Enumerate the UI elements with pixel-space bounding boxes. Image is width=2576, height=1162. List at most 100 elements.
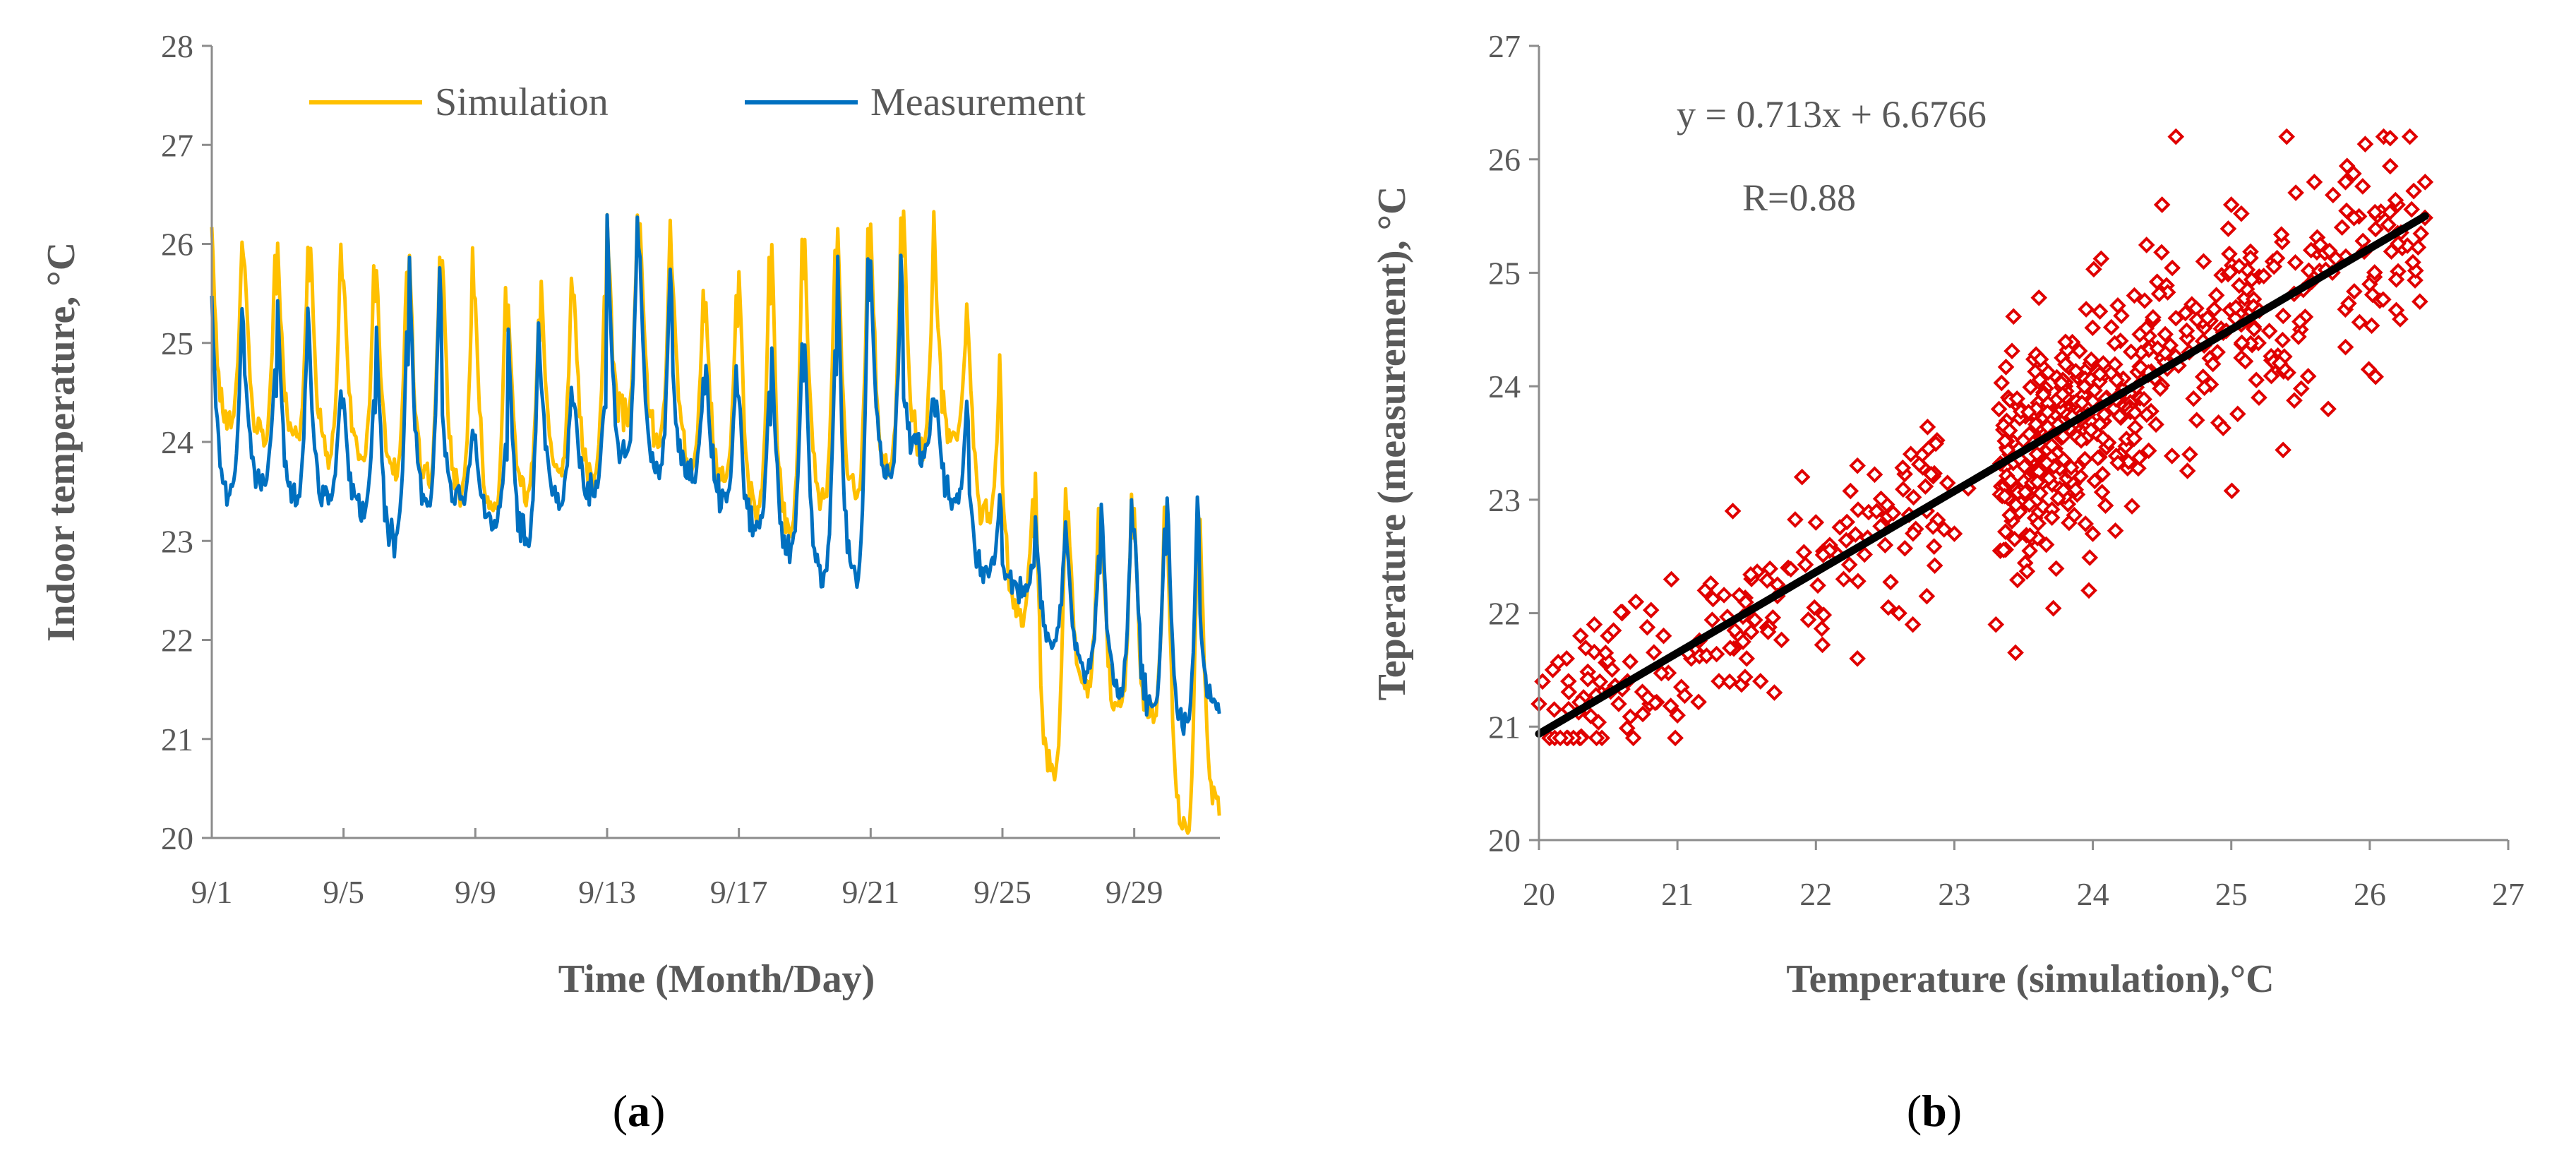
scatter-point	[2153, 244, 2170, 261]
chart-a-y-tick-label: 25	[161, 325, 193, 361]
scatter-point	[2222, 263, 2239, 281]
scatter-point	[2299, 368, 2317, 385]
scatter-point	[1669, 707, 1686, 724]
scatter-point	[2181, 445, 2198, 463]
scatter-point	[1545, 701, 1563, 718]
scatter-point	[1726, 622, 1744, 639]
scatter-point	[1799, 611, 1817, 628]
scatter-point	[2091, 366, 2109, 383]
scatter-point	[1997, 359, 2015, 376]
scatter-point	[2260, 323, 2278, 340]
chart-b-x-tick-label: 22	[1799, 876, 1832, 912]
scatter-point	[1627, 593, 1645, 611]
scatter-point	[2255, 268, 2272, 284]
scatter-point	[1880, 599, 1897, 616]
scatter-point	[2337, 338, 2354, 356]
scatter-point	[2008, 571, 2026, 589]
scatter-point	[2286, 392, 2303, 409]
scatter-point	[1922, 465, 1940, 483]
scatter-point	[1597, 645, 1615, 661]
scatter-point	[2018, 563, 2036, 580]
chart-b-x-tick-label: 27	[2492, 876, 2524, 912]
chart-a-x-tick-label: 9/21	[841, 874, 899, 910]
chart-b: 20 21 22 23 24 25 26 27 20 21 22 23 24 25 26 27 y = 0.…	[1370, 28, 2524, 1136]
scatter-point	[1782, 561, 1799, 578]
scatter-point	[2028, 445, 2046, 462]
chart-b-y-tick-label: 24	[1488, 369, 1521, 405]
scatter-point	[2300, 262, 2318, 280]
chart-b-r-value: R=0.88	[1742, 176, 1856, 219]
scatter-point	[2063, 459, 2080, 476]
scatter-point	[1761, 560, 1779, 577]
scatter-point	[1590, 714, 1607, 731]
scatter-point	[1850, 573, 1867, 590]
chart-a-series	[210, 209, 1221, 835]
scatter-point	[2188, 412, 2205, 429]
scatter-point	[2123, 498, 2140, 515]
scatter-point	[2381, 157, 2399, 175]
scatter-point	[2131, 449, 2148, 467]
scatter-point	[1849, 457, 1866, 474]
scatter-point	[2049, 490, 2067, 507]
scatter-point	[1987, 616, 2005, 633]
scatter-point	[1919, 418, 1936, 436]
chart-b-x-tick-label: 20	[1523, 876, 1555, 912]
scatter-point	[1872, 490, 1890, 508]
scatter-point	[2030, 515, 2047, 532]
chart-b-y-tick-label: 22	[1488, 596, 1521, 632]
chart-a-y-tick-label: 28	[161, 28, 193, 64]
scatter-point	[2195, 379, 2213, 396]
scatter-point	[2109, 454, 2126, 472]
scatter-point	[1838, 532, 1855, 549]
scatter-point	[1766, 684, 1783, 701]
scatter-point	[2067, 481, 2085, 498]
scatter-point	[2055, 451, 2073, 468]
scatter-point	[1642, 601, 1660, 619]
scatter-point	[2390, 235, 2407, 252]
scatter-point	[2093, 484, 2111, 501]
chart-b-x-ticks: 20 21 22 23 24 25 26 27	[1523, 840, 2524, 912]
scatter-point	[2176, 304, 2194, 322]
scatter-point	[1622, 708, 1639, 726]
scatter-point	[2412, 293, 2428, 311]
scatter-point	[2140, 442, 2157, 460]
scatter-point	[2388, 301, 2405, 319]
chart-a-x-tick-label: 9/29	[1106, 874, 1163, 910]
scatter-point	[1742, 566, 1759, 583]
chart-b-y-axis-title: Teperature (measurement), °C	[1370, 186, 1414, 701]
scatter-point	[2178, 322, 2195, 340]
scatter-point	[2032, 484, 2049, 502]
scatter-point	[1896, 539, 1914, 557]
scatter-point	[2278, 128, 2295, 145]
scatter-point	[2405, 182, 2422, 200]
scatter-point	[2356, 136, 2374, 152]
chart-b-y-ticks: 20 21 22 23 24 25 26 27	[1488, 28, 1539, 858]
scatter-point	[2107, 522, 2124, 539]
scatter-point	[2083, 351, 2100, 369]
scatter-point	[2404, 253, 2421, 271]
scatter-point	[1586, 616, 1603, 633]
scatter-point	[2092, 250, 2110, 268]
scatter-point	[1703, 611, 1721, 628]
scatter-point	[1884, 505, 1902, 522]
scatter-point	[2236, 352, 2254, 370]
scatter-point	[2363, 317, 2380, 335]
scatter-point	[1868, 503, 1886, 520]
scatter-point	[1759, 572, 1776, 589]
chart-b-y-tick-label: 25	[1488, 255, 1521, 291]
scatter-point	[2067, 362, 2085, 380]
scatter-point	[1876, 537, 1894, 553]
scatter-point	[2007, 496, 2025, 514]
scatter-point	[2163, 448, 2181, 465]
scatter-point	[1842, 482, 1859, 500]
scatter-point	[1722, 640, 1739, 657]
scatter-point	[2147, 416, 2164, 433]
scatter-point	[2150, 285, 2168, 303]
chart-b-y-tick-label: 23	[1488, 482, 1521, 518]
series-line-measurement	[210, 213, 1221, 736]
scatter-point	[1806, 599, 1823, 616]
chart-a-legend: Simulation Measurement	[309, 80, 1086, 124]
scatter-point	[2233, 205, 2250, 222]
chart-a-x-ticks: 9/1 9/5 9/9 9/13 9/17 9/21 9/25 9/29	[191, 828, 1163, 910]
scatter-point	[2265, 258, 2283, 275]
